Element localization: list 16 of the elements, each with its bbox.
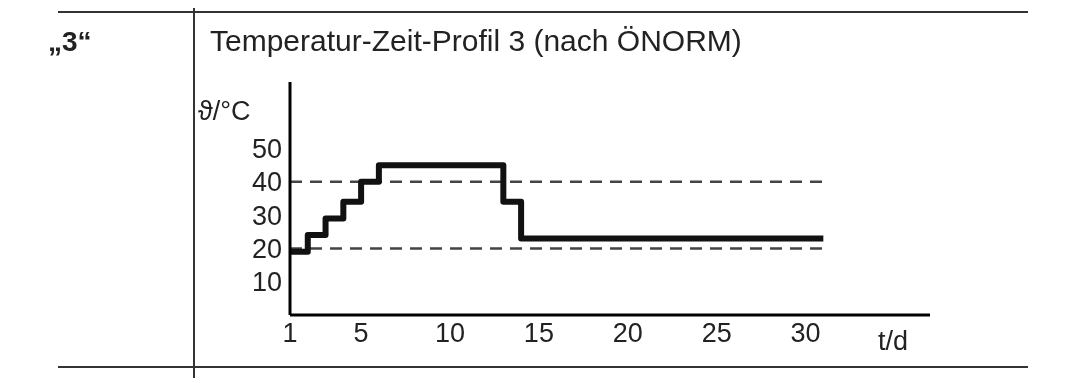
x-tick-label: 5 [353,318,369,349]
chart-title: Temperatur-Zeit-Profil 3 (nach ÖNORM) [210,24,742,58]
y-tick-label: 50 [251,134,282,165]
y-tick-label: 10 [251,267,282,298]
x-axis-title: t/d [878,326,909,357]
y-tick-label: 40 [251,167,282,198]
y-axis-title: ϑ/°C [198,96,251,127]
x-tick-label: 25 [701,318,732,349]
x-tick-label: 10 [434,318,466,349]
y-tick-label: 30 [251,200,282,231]
y-tick-label: 20 [251,234,282,265]
x-tick-label: 1 [282,318,298,349]
x-tick-label: 15 [523,318,554,349]
x-tick-label: 20 [612,318,643,349]
x-tick-label: 30 [790,318,821,349]
text: „3“ [48,26,92,58]
